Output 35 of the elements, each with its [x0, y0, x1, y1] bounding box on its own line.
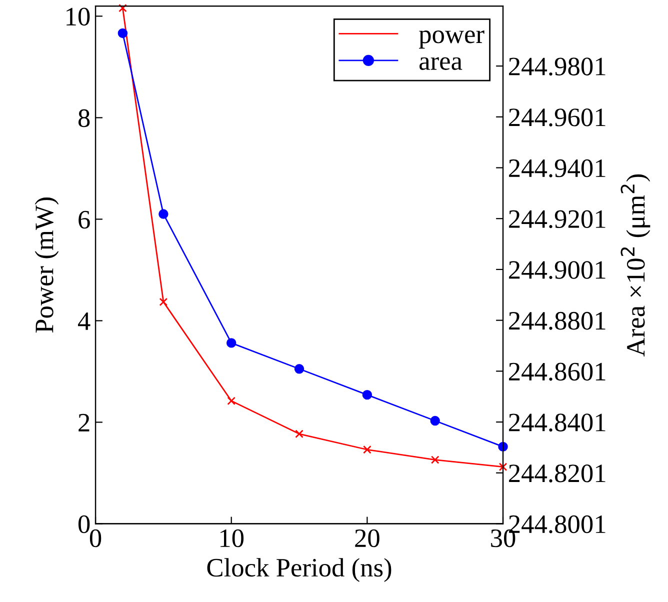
legend-label: power — [419, 30, 484, 49]
y2-tick-label: 244.9801 — [509, 58, 606, 76]
y-tick-label: 6 — [78, 210, 90, 229]
point — [362, 390, 372, 400]
point — [159, 298, 168, 306]
y2-axis-title: Area ×10$^{2}$ (μm$^{2}$) — [620, 174, 650, 356]
x-axis-title: Clock Period (ns) — [207, 558, 392, 582]
y2-tick-label: 244.9001 — [509, 261, 606, 279]
y-axis-title: Power (mW) — [34, 198, 59, 333]
point — [295, 430, 304, 438]
y2-tick-label: 244.9201 — [509, 210, 606, 228]
y-tick-label: 10 — [66, 8, 90, 26]
y2-tick-label: 244.8201 — [509, 464, 606, 482]
y-tick-label: 2 — [78, 414, 90, 432]
point — [227, 396, 236, 406]
point — [498, 462, 508, 472]
point — [363, 445, 372, 454]
y-tick-label: 0 — [78, 515, 90, 534]
point — [430, 416, 440, 426]
point — [158, 209, 168, 219]
point — [118, 28, 128, 38]
point — [430, 456, 440, 464]
y-tick-label: 4 — [78, 312, 90, 330]
y-tick-label: 8 — [78, 109, 90, 128]
y2-tick-label: 244.8601 — [509, 362, 606, 381]
y2-tick-label: 244.8401 — [509, 414, 606, 432]
point — [118, 4, 127, 12]
y2-tick-label: 244.9601 — [509, 108, 606, 126]
y2-tick-label: 244.8801 — [509, 312, 606, 330]
x-tick-label: 20 — [355, 529, 380, 548]
point — [226, 338, 236, 348]
legend-label: area — [420, 57, 462, 70]
point — [294, 364, 304, 374]
x-tick-label: 10 — [220, 529, 244, 548]
y2-tick-label: 244.9401 — [509, 159, 606, 178]
